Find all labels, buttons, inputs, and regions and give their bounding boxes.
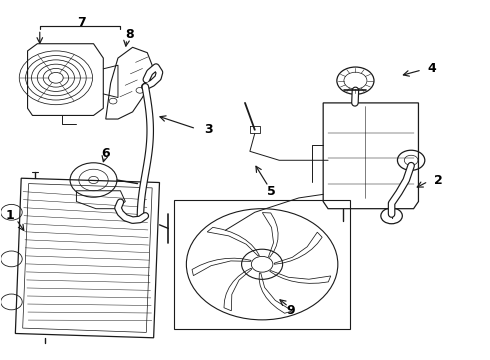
- Text: 3: 3: [204, 123, 213, 136]
- Text: 7: 7: [77, 16, 86, 29]
- Text: 2: 2: [434, 174, 442, 186]
- Text: 6: 6: [101, 147, 110, 159]
- Text: 5: 5: [268, 185, 276, 198]
- Text: 9: 9: [287, 305, 295, 318]
- Text: 1: 1: [5, 210, 14, 222]
- Text: 4: 4: [427, 62, 436, 75]
- Text: 8: 8: [125, 28, 133, 41]
